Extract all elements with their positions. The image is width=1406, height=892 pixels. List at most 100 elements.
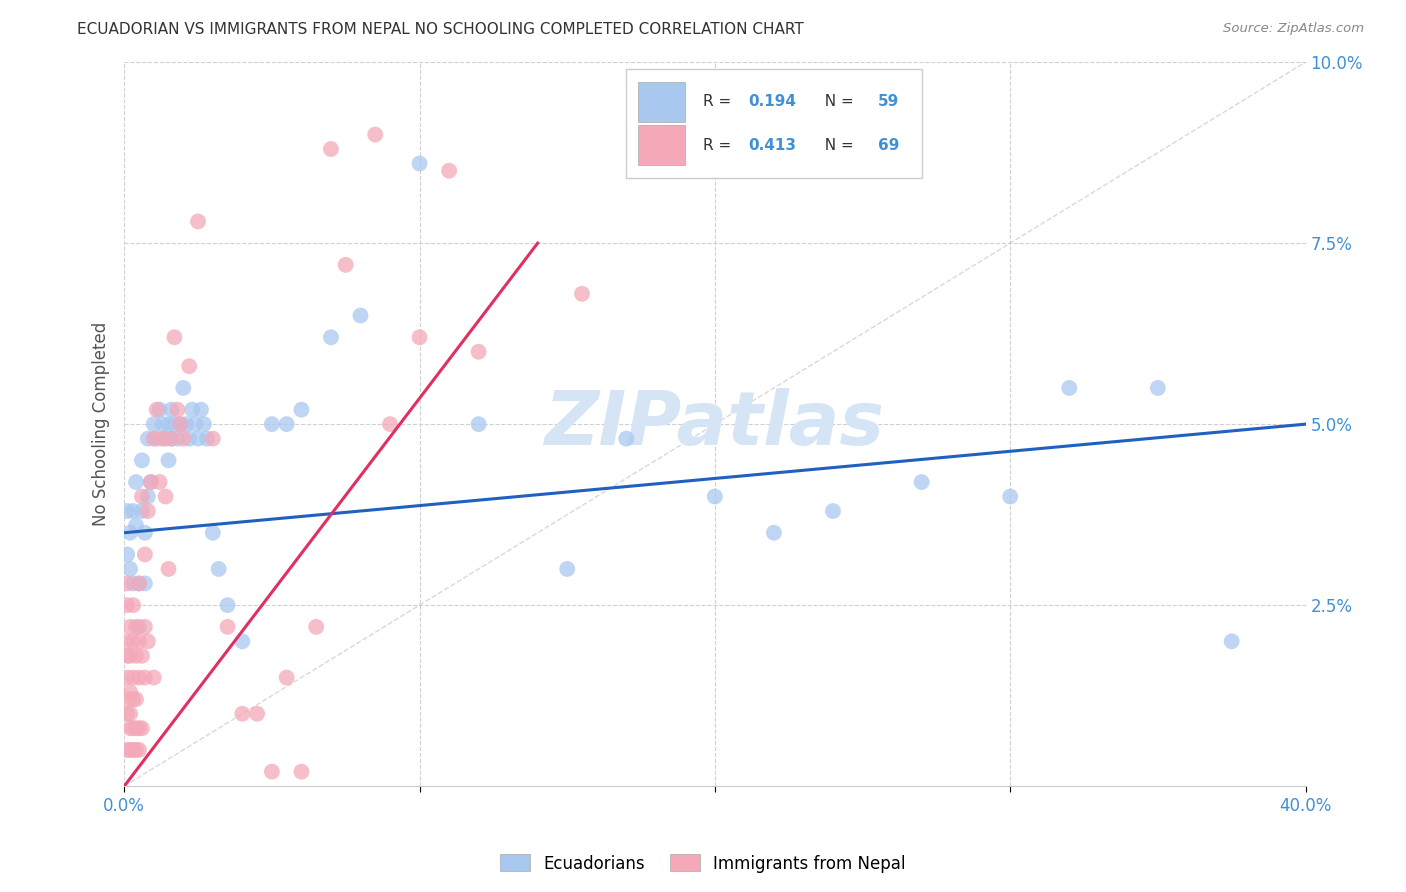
Point — [821, 504, 844, 518]
Point — [125, 743, 148, 757]
Point — [1057, 381, 1080, 395]
Point — [115, 598, 138, 612]
Text: 0.194: 0.194 — [748, 95, 796, 110]
Point — [231, 634, 253, 648]
Point — [128, 743, 150, 757]
Point — [122, 721, 145, 735]
Point — [467, 417, 489, 431]
Point — [290, 402, 312, 417]
Point — [142, 432, 165, 446]
FancyBboxPatch shape — [638, 126, 685, 165]
Text: N =: N = — [815, 95, 859, 110]
Point — [437, 163, 460, 178]
Point — [134, 525, 156, 540]
Point — [155, 432, 177, 446]
Point — [120, 706, 142, 721]
Point — [134, 548, 156, 562]
Point — [1220, 634, 1243, 648]
Point — [364, 128, 387, 142]
Point — [136, 432, 159, 446]
Point — [122, 504, 145, 518]
Text: ZIPatlas: ZIPatlas — [546, 388, 884, 460]
Point — [201, 525, 224, 540]
Point — [276, 671, 298, 685]
Point — [195, 432, 218, 446]
Point — [179, 359, 201, 374]
Point — [131, 490, 153, 504]
Point — [128, 576, 150, 591]
Point — [998, 490, 1021, 504]
Point — [122, 692, 145, 706]
Point — [145, 402, 167, 417]
Point — [120, 743, 142, 757]
Point — [157, 562, 180, 576]
Point — [120, 525, 142, 540]
Point — [166, 432, 188, 446]
Point — [125, 721, 148, 735]
Point — [335, 258, 357, 272]
Point — [120, 685, 142, 699]
Point — [187, 214, 209, 228]
Point — [128, 620, 150, 634]
Point — [160, 402, 183, 417]
Point — [128, 634, 150, 648]
Point — [467, 344, 489, 359]
Point — [149, 475, 172, 489]
Point — [122, 634, 145, 648]
Point — [139, 475, 162, 489]
Point — [122, 576, 145, 591]
Point — [115, 504, 138, 518]
Point — [762, 525, 785, 540]
Point — [145, 432, 167, 446]
Legend: Ecuadorians, Immigrants from Nepal: Ecuadorians, Immigrants from Nepal — [494, 847, 912, 880]
Point — [157, 453, 180, 467]
Point — [134, 671, 156, 685]
Text: R =: R = — [703, 95, 737, 110]
Point — [260, 764, 283, 779]
Point — [246, 706, 269, 721]
Point — [614, 432, 637, 446]
Point — [201, 432, 224, 446]
Point — [134, 620, 156, 634]
Point — [120, 721, 142, 735]
Point — [555, 562, 578, 576]
Point — [128, 576, 150, 591]
Point — [157, 417, 180, 431]
Point — [136, 634, 159, 648]
Point — [149, 402, 172, 417]
Point — [193, 417, 215, 431]
Point — [115, 671, 138, 685]
Point — [408, 156, 430, 170]
Point — [169, 417, 191, 431]
Point — [910, 475, 932, 489]
Point — [134, 576, 156, 591]
Point — [166, 402, 188, 417]
Point — [122, 671, 145, 685]
Text: Source: ZipAtlas.com: Source: ZipAtlas.com — [1223, 22, 1364, 36]
Point — [152, 432, 174, 446]
Point — [115, 576, 138, 591]
Point — [160, 432, 183, 446]
Point — [703, 490, 725, 504]
Text: ECUADORIAN VS IMMIGRANTS FROM NEPAL NO SCHOOLING COMPLETED CORRELATION CHART: ECUADORIAN VS IMMIGRANTS FROM NEPAL NO S… — [77, 22, 804, 37]
Point — [163, 417, 186, 431]
Point — [139, 475, 162, 489]
Point — [571, 286, 593, 301]
Point — [1147, 381, 1170, 395]
Point — [122, 743, 145, 757]
Point — [115, 648, 138, 663]
Point — [181, 402, 204, 417]
Point — [231, 706, 253, 721]
Text: N =: N = — [815, 138, 859, 153]
Point — [163, 330, 186, 344]
Point — [174, 417, 197, 431]
Point — [125, 692, 148, 706]
Point — [172, 381, 194, 395]
Point — [142, 417, 165, 431]
Point — [115, 743, 138, 757]
Point — [179, 432, 201, 446]
Point — [217, 598, 239, 612]
Text: 59: 59 — [877, 95, 900, 110]
Point — [120, 648, 142, 663]
Point — [122, 598, 145, 612]
